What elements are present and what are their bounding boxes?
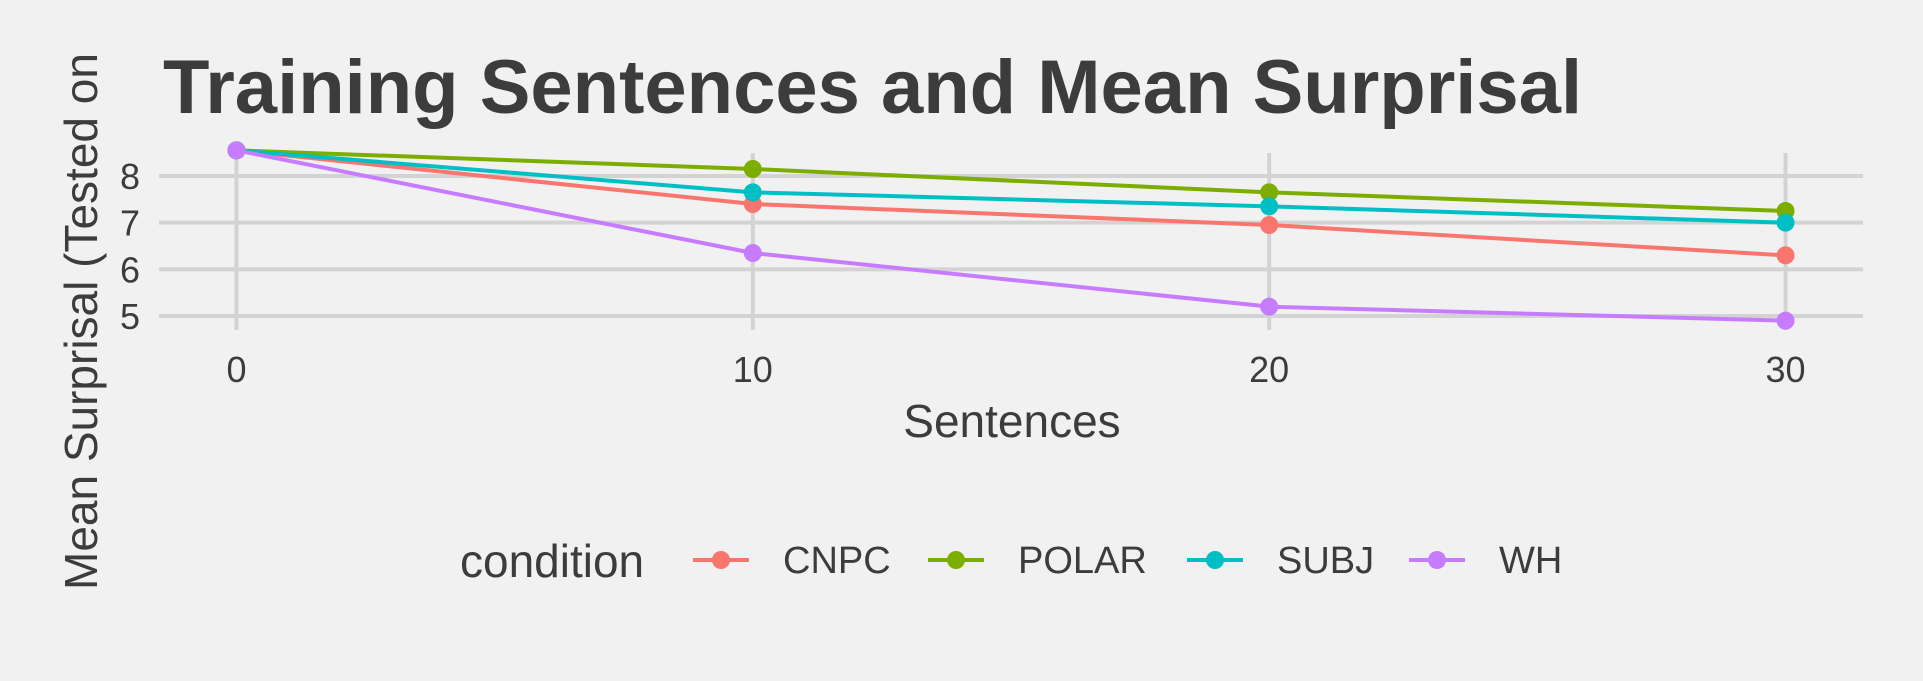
y-tick-label: 7 xyxy=(120,203,140,244)
data-point-subj xyxy=(743,183,762,202)
x-tick-label: 20 xyxy=(1249,349,1289,390)
legend-key-point xyxy=(947,551,965,569)
x-tick-label: 30 xyxy=(1766,349,1806,390)
legend-label: POLAR xyxy=(1018,540,1147,582)
legend-label: WH xyxy=(1499,540,1562,582)
legend-item-polar: POLAR xyxy=(928,540,1147,582)
legend-item-cnpc: CNPC xyxy=(693,540,891,582)
legend-item-wh: WH xyxy=(1409,540,1562,582)
legend-key-point xyxy=(712,551,730,569)
data-point-wh xyxy=(1260,297,1279,316)
x-axis-title: Sentences xyxy=(903,395,1120,447)
data-point-wh xyxy=(743,244,762,262)
data-point-subj xyxy=(1260,197,1279,216)
series-line-polar xyxy=(236,148,1786,213)
y-axis-title: Mean Surprisal (Tested on xyxy=(55,53,107,590)
x-tick-label: 10 xyxy=(733,349,773,390)
legend-title: condition xyxy=(460,535,644,587)
y-tick-labels: 5 6 7 8 xyxy=(120,156,140,337)
y-tick-label: 6 xyxy=(120,249,140,290)
series-line-wh xyxy=(236,148,1786,323)
legend-key-point xyxy=(1428,551,1446,569)
data-point-cnpc xyxy=(1776,246,1795,265)
series-line-subj xyxy=(236,148,1786,225)
x-tick-labels: 0 10 20 30 xyxy=(226,349,1805,390)
plot-series xyxy=(227,141,1795,330)
legend: condition CNPC POLAR SUBJ WH xyxy=(460,535,1562,587)
data-point-wh xyxy=(227,141,246,160)
data-point-polar xyxy=(1260,183,1279,202)
series-wh xyxy=(227,141,1795,330)
x-tick-label: 0 xyxy=(226,349,246,390)
series-subj xyxy=(227,141,1795,232)
legend-key-point xyxy=(1206,551,1224,569)
legend-label: CNPC xyxy=(783,540,891,582)
series-polar xyxy=(227,141,1795,220)
chart-title: Training Sentences and Mean Surprisal xyxy=(163,45,1582,130)
data-point-subj xyxy=(1776,213,1795,232)
series-line-cnpc xyxy=(236,148,1786,258)
legend-label: SUBJ xyxy=(1277,540,1374,582)
data-point-polar xyxy=(743,160,762,178)
data-point-cnpc xyxy=(1260,216,1279,234)
y-tick-label: 5 xyxy=(120,296,140,337)
y-tick-label: 8 xyxy=(120,156,140,197)
legend-item-subj: SUBJ xyxy=(1187,540,1374,582)
data-point-wh xyxy=(1776,311,1795,330)
